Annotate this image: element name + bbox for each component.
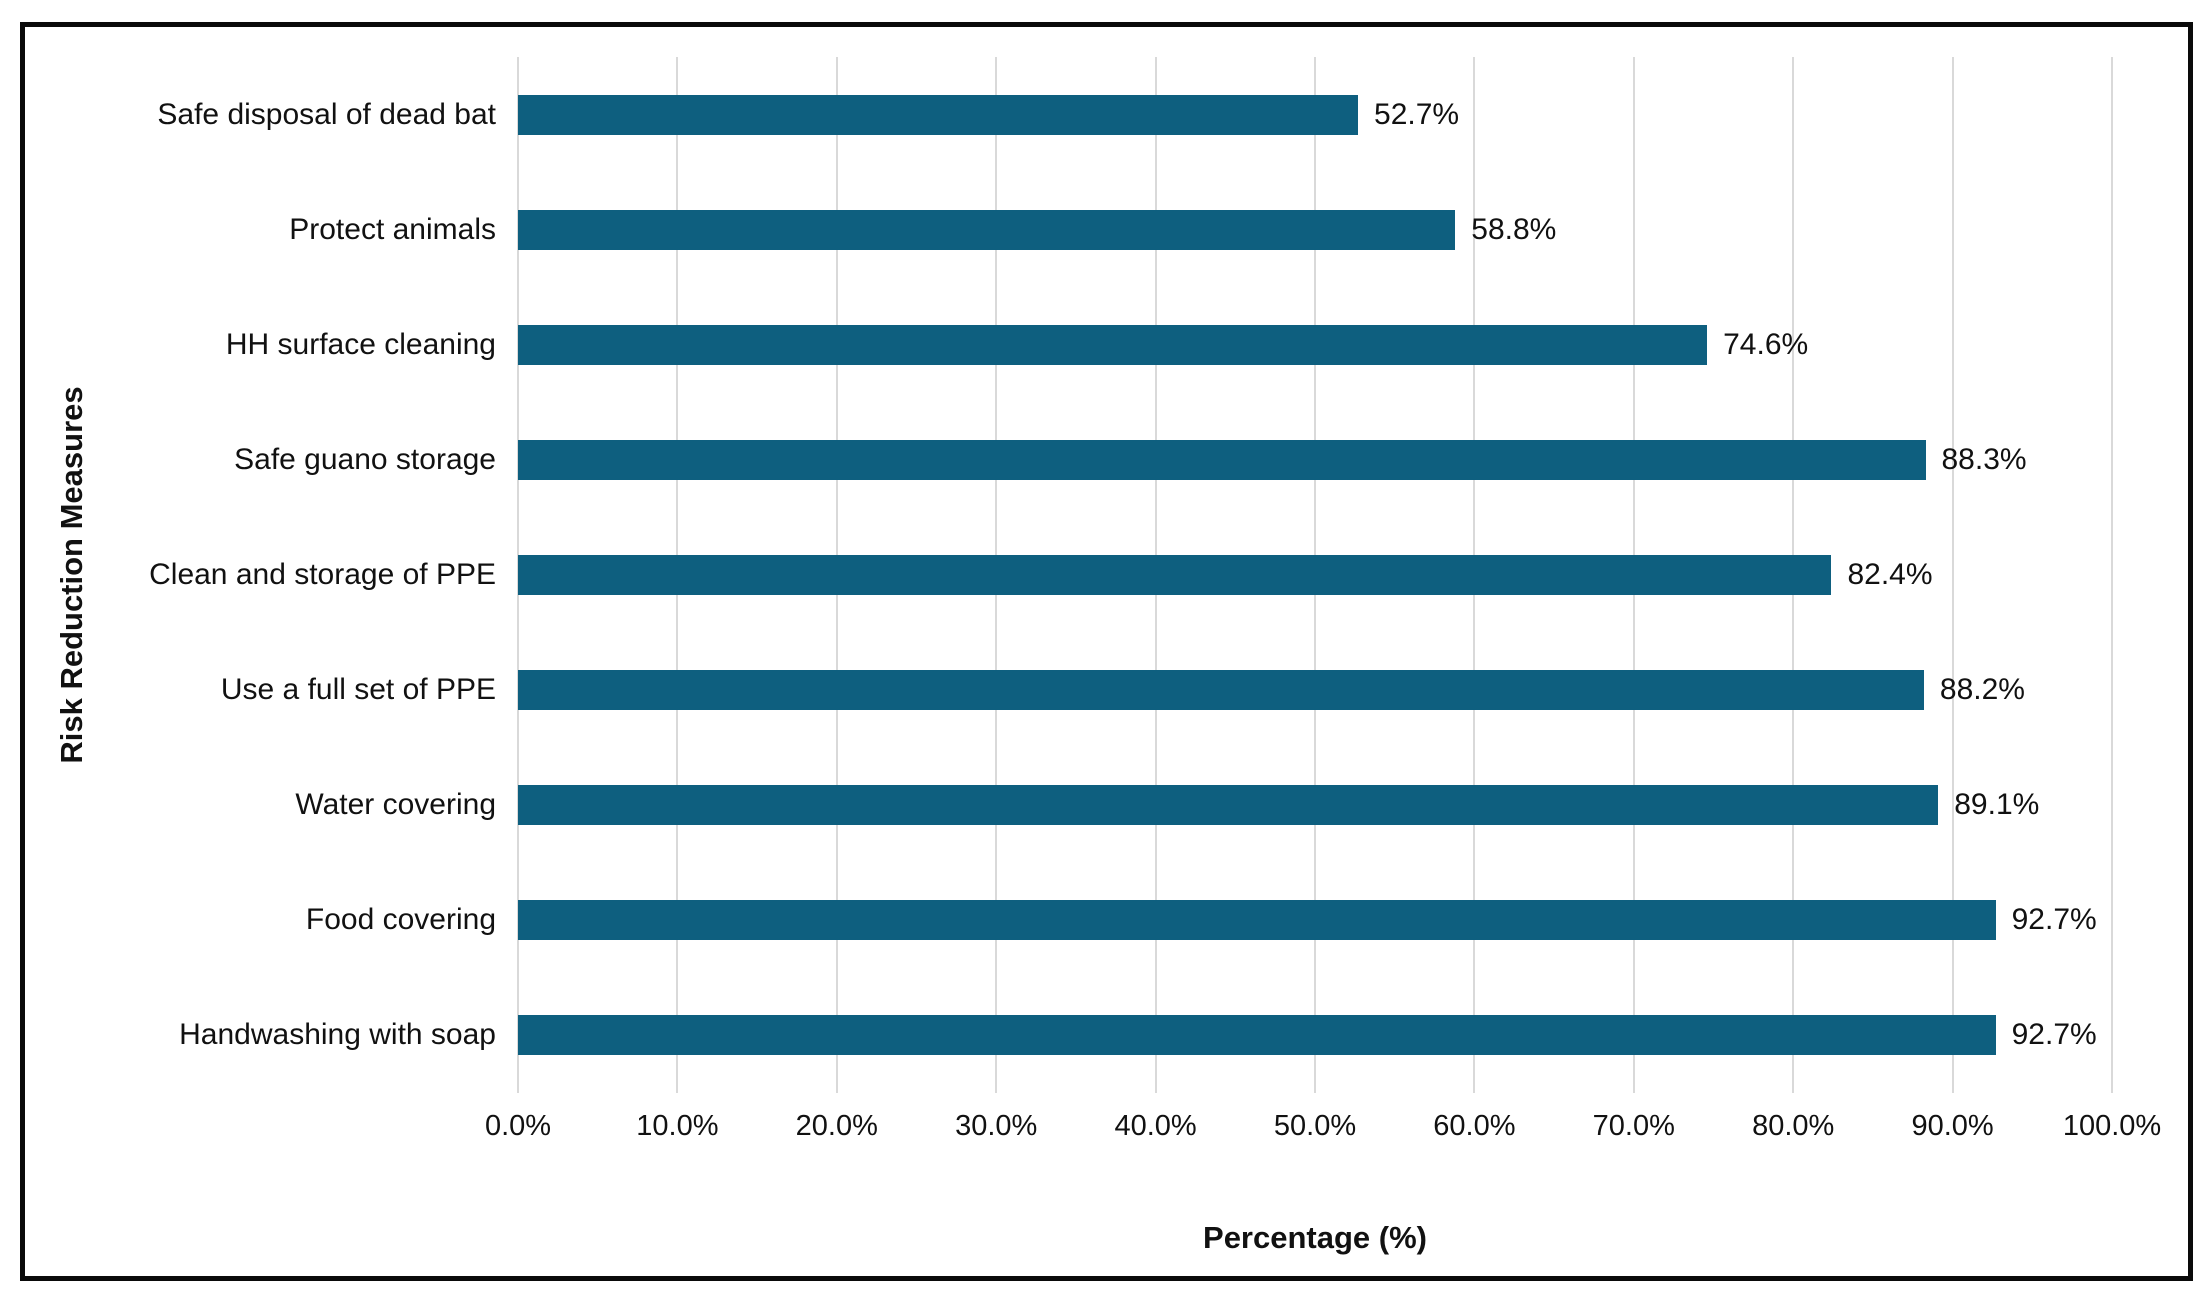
x-tick-label: 40.0% xyxy=(1114,1110,1197,1142)
bar-value-label: 92.7% xyxy=(2011,1018,2097,1052)
plot-area: 52.7% 58.8% 74.6% 88.3% 82.4% 88.2% 89.1% 92.7%… xyxy=(517,57,2113,1093)
y-axis-title: Risk Reduction Measures xyxy=(54,386,89,764)
bar xyxy=(518,209,1456,250)
bar xyxy=(518,670,1924,711)
category-label: Water covering xyxy=(295,788,496,822)
bar-value-label: 88.2% xyxy=(1939,673,2025,707)
x-tick-label: 50.0% xyxy=(1273,1110,1357,1142)
bar xyxy=(518,94,1359,135)
bar xyxy=(518,1015,1996,1056)
bar-value-label: 74.6% xyxy=(1723,327,1809,361)
category-label: Clean and storage of PPE xyxy=(149,558,496,591)
x-tick-label: 20.0% xyxy=(795,1110,878,1142)
bar-value-label: 89.1% xyxy=(1954,788,2040,822)
x-tick-label: 60.0% xyxy=(1433,1110,1516,1142)
x-tick-label: 30.0% xyxy=(955,1110,1038,1142)
bar xyxy=(518,555,1832,595)
x-tick-label: 90.0% xyxy=(1911,1110,1994,1142)
bar-value-label: 88.3% xyxy=(1941,442,2027,476)
category-label: Handwashing with soap xyxy=(179,1018,496,1052)
category-label: HH surface cleaning xyxy=(225,327,496,361)
x-tick-label: 10.0% xyxy=(636,1110,719,1142)
category-label: Safe guano storage xyxy=(234,442,496,476)
bar-value-label: 52.7% xyxy=(1374,97,1460,131)
category-label: Protect animals xyxy=(289,212,496,246)
bar-value-label: 92.7% xyxy=(2011,903,2097,937)
bar-value-label: 58.8% xyxy=(1471,212,1557,246)
x-tick-label: 100.0% xyxy=(2062,1110,2162,1142)
bar xyxy=(518,439,1926,480)
bar xyxy=(518,900,1996,941)
category-label: Food covering xyxy=(305,903,496,937)
category-label: Use a full set of PPE xyxy=(220,673,496,707)
gridline xyxy=(2111,57,2113,1093)
bar xyxy=(518,324,1708,365)
x-tick-label: 80.0% xyxy=(1752,1110,1835,1142)
category-label: Safe disposal of dead bat xyxy=(157,97,496,131)
bar xyxy=(518,785,1939,826)
x-tick-label: 0.0% xyxy=(484,1110,552,1142)
x-axis-title: Percentage (%) xyxy=(1203,1220,1427,1255)
x-tick-label: 70.0% xyxy=(1592,1110,1675,1142)
gridline xyxy=(1951,57,1954,1093)
bar-value-label: 82.4% xyxy=(1847,558,1933,591)
